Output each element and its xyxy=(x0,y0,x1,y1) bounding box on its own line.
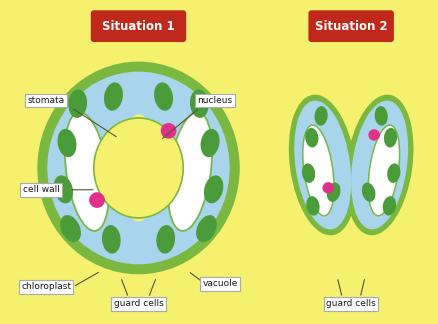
Ellipse shape xyxy=(156,225,175,254)
Ellipse shape xyxy=(104,82,123,111)
Ellipse shape xyxy=(204,175,223,203)
Ellipse shape xyxy=(345,95,413,235)
Ellipse shape xyxy=(303,126,332,215)
Ellipse shape xyxy=(367,129,379,141)
Ellipse shape xyxy=(94,118,183,218)
Ellipse shape xyxy=(382,196,395,215)
Ellipse shape xyxy=(306,196,319,215)
Ellipse shape xyxy=(154,82,173,111)
Ellipse shape xyxy=(68,89,87,118)
Ellipse shape xyxy=(304,128,318,147)
Ellipse shape xyxy=(301,163,314,183)
Ellipse shape xyxy=(293,101,350,229)
Ellipse shape xyxy=(361,183,374,202)
Ellipse shape xyxy=(374,106,387,126)
Ellipse shape xyxy=(53,175,73,203)
Ellipse shape xyxy=(386,163,399,183)
FancyBboxPatch shape xyxy=(91,10,186,42)
Ellipse shape xyxy=(350,101,407,229)
Ellipse shape xyxy=(383,128,396,147)
Text: Situation 1: Situation 1 xyxy=(102,20,174,33)
FancyBboxPatch shape xyxy=(308,10,393,42)
Ellipse shape xyxy=(119,114,158,222)
Text: chloroplast: chloroplast xyxy=(21,283,71,291)
Text: cell wall: cell wall xyxy=(23,185,60,194)
Ellipse shape xyxy=(102,225,120,254)
Ellipse shape xyxy=(160,123,176,139)
Ellipse shape xyxy=(169,113,211,230)
Ellipse shape xyxy=(288,95,356,235)
Ellipse shape xyxy=(190,89,208,118)
Ellipse shape xyxy=(66,113,108,230)
Ellipse shape xyxy=(89,192,105,208)
Ellipse shape xyxy=(196,215,216,242)
Ellipse shape xyxy=(60,215,81,242)
Text: nucleus: nucleus xyxy=(197,96,232,105)
Text: guard cells: guard cells xyxy=(113,299,163,308)
Ellipse shape xyxy=(326,183,340,202)
Ellipse shape xyxy=(47,72,229,264)
Text: guard cells: guard cells xyxy=(325,299,375,308)
Ellipse shape xyxy=(38,63,238,273)
Ellipse shape xyxy=(200,129,219,157)
Ellipse shape xyxy=(122,129,154,207)
Ellipse shape xyxy=(368,126,398,215)
Text: vacuole: vacuole xyxy=(202,279,237,288)
Ellipse shape xyxy=(57,129,76,157)
Text: Situation 2: Situation 2 xyxy=(314,20,387,33)
Text: stomata: stomata xyxy=(28,96,64,105)
Ellipse shape xyxy=(322,182,333,194)
Ellipse shape xyxy=(314,106,327,126)
